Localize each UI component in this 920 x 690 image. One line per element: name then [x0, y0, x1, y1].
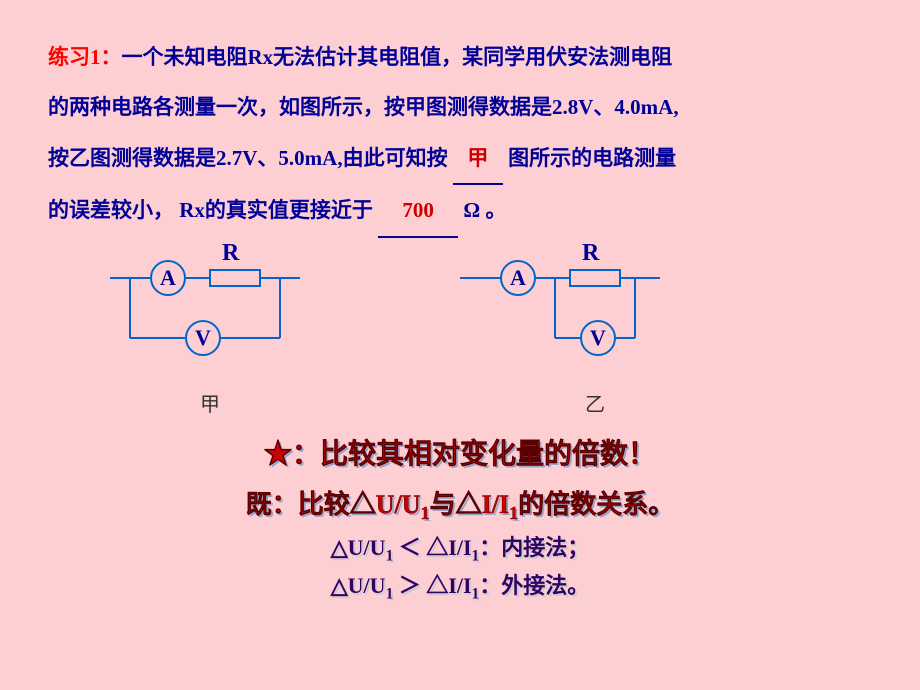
caption-yi: 乙 [585, 388, 605, 417]
resistor-label: R [222, 240, 239, 267]
text-line4b: Ω 。 [463, 198, 506, 222]
comp-a: 既：比较△U/U [246, 490, 421, 519]
comp-sub1: 1 [421, 503, 430, 523]
star-line: ★：比较其相对变化量的倍数！ [0, 432, 920, 472]
caption-jia: 甲 [200, 388, 220, 417]
voltmeter-symbol-2: V [580, 320, 616, 356]
resistor-label-2: R [582, 240, 599, 267]
r2c: ＞ △I/I [393, 573, 471, 598]
exercise-label: 练习1： [48, 45, 122, 69]
text-line3a: 按乙图测得数据是2.7V、5.0mA,由此可知按 [48, 146, 448, 170]
star-text: ★：比较其相对变化量的倍数！ [264, 439, 656, 470]
r1c: ＜ △I/I [393, 535, 471, 560]
voltmeter-symbol: V [185, 320, 221, 356]
text-line3b: 图所示的电路测量 [508, 146, 676, 170]
conclusion-block: ★：比较其相对变化量的倍数！ 既：比较△U/U1与△I/I1的倍数关系。 △U/… [0, 432, 920, 603]
r1a: △U/U [331, 535, 386, 560]
ammeter-symbol: A [150, 260, 186, 296]
answer-blank-1: 甲 [453, 133, 503, 185]
circuit-yi: R A V 乙 [450, 248, 750, 408]
text-line1: 一个未知电阻Rx无法估计其电阻值，某同学用伏安法测电阻 [122, 45, 673, 69]
rule-2: △U/U1 ＞ △I/I1：外接法。 [0, 568, 920, 603]
text-line4a: 的误差较小， Rx的真实值更接近于 [48, 198, 373, 222]
text-line2: 的两种电路各测量一次，如图所示，按甲图测得数据是2.8V、4.0mA, [48, 95, 679, 119]
circuit-jia: R A V 甲 [100, 248, 400, 408]
compare-line: 既：比较△U/U1与△I/I1的倍数关系。 [0, 484, 920, 524]
circuit-diagrams: R A V 甲 R A V 乙 [0, 248, 920, 428]
problem-paragraph: 练习1：一个未知电阻Rx无法估计其电阻值，某同学用伏安法测电阻 的两种电路各测量… [0, 0, 920, 238]
r1e: ：内接法； [479, 535, 589, 560]
r2e: ：外接法。 [479, 573, 589, 598]
r2a: △U/U [331, 573, 386, 598]
rule-1: △U/U1 ＜ △I/I1：内接法； [0, 530, 920, 565]
answer-blank-2: 700 [378, 185, 458, 237]
ammeter-symbol-2: A [500, 260, 536, 296]
comp-sub2: 1 [509, 503, 518, 523]
comp-c: 的倍数关系。 [518, 490, 674, 519]
comp-b: 与△I/I [430, 490, 509, 519]
